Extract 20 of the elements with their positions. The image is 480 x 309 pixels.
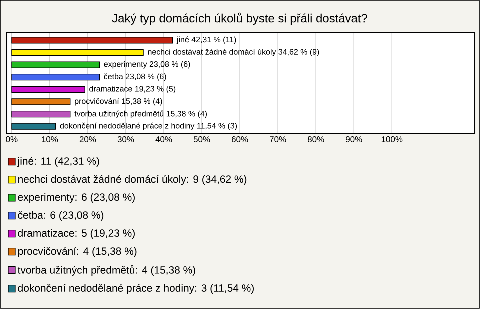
x-tick-label: 70% [270, 136, 286, 143]
x-tick-label: 20% [80, 136, 96, 143]
legend-label: procvičování: 4 (15,38 %) [18, 247, 137, 258]
legend-label: experimenty: 6 (23,08 %) [18, 193, 135, 204]
legend-label: dramatizace: 5 (19,23 %) [18, 229, 135, 240]
x-tick-label: 90% [346, 136, 362, 143]
legend-label: nechci dostávat žádné domácí úkoly: 9 (34,62 %) [18, 175, 247, 186]
x-tick-label: 60% [232, 136, 248, 143]
legend-label: jiné: 11 (42,31 %) [18, 157, 100, 168]
legend-label: četba: 6 (23,08 %) [18, 211, 104, 222]
x-tick-label: 10% [42, 136, 58, 143]
x-tick-label: 30% [118, 136, 134, 143]
x-tick-label: 80% [308, 136, 324, 143]
legend-label: tvorba užitných předmětů: 4 (15,38 %) [18, 265, 196, 276]
x-tick-label: 50% [194, 136, 210, 143]
legend-label: dokončení nedodělané práce z hodiny: 3 (11,54 %) [18, 284, 254, 294]
chart-title: Jaký typ domácích úkolů byste si přáli dostávat? [112, 12, 368, 26]
x-tick-label: 100% [382, 136, 403, 143]
x-tick-label: 40% [156, 136, 172, 143]
x-tick-label: 0% [6, 136, 18, 143]
